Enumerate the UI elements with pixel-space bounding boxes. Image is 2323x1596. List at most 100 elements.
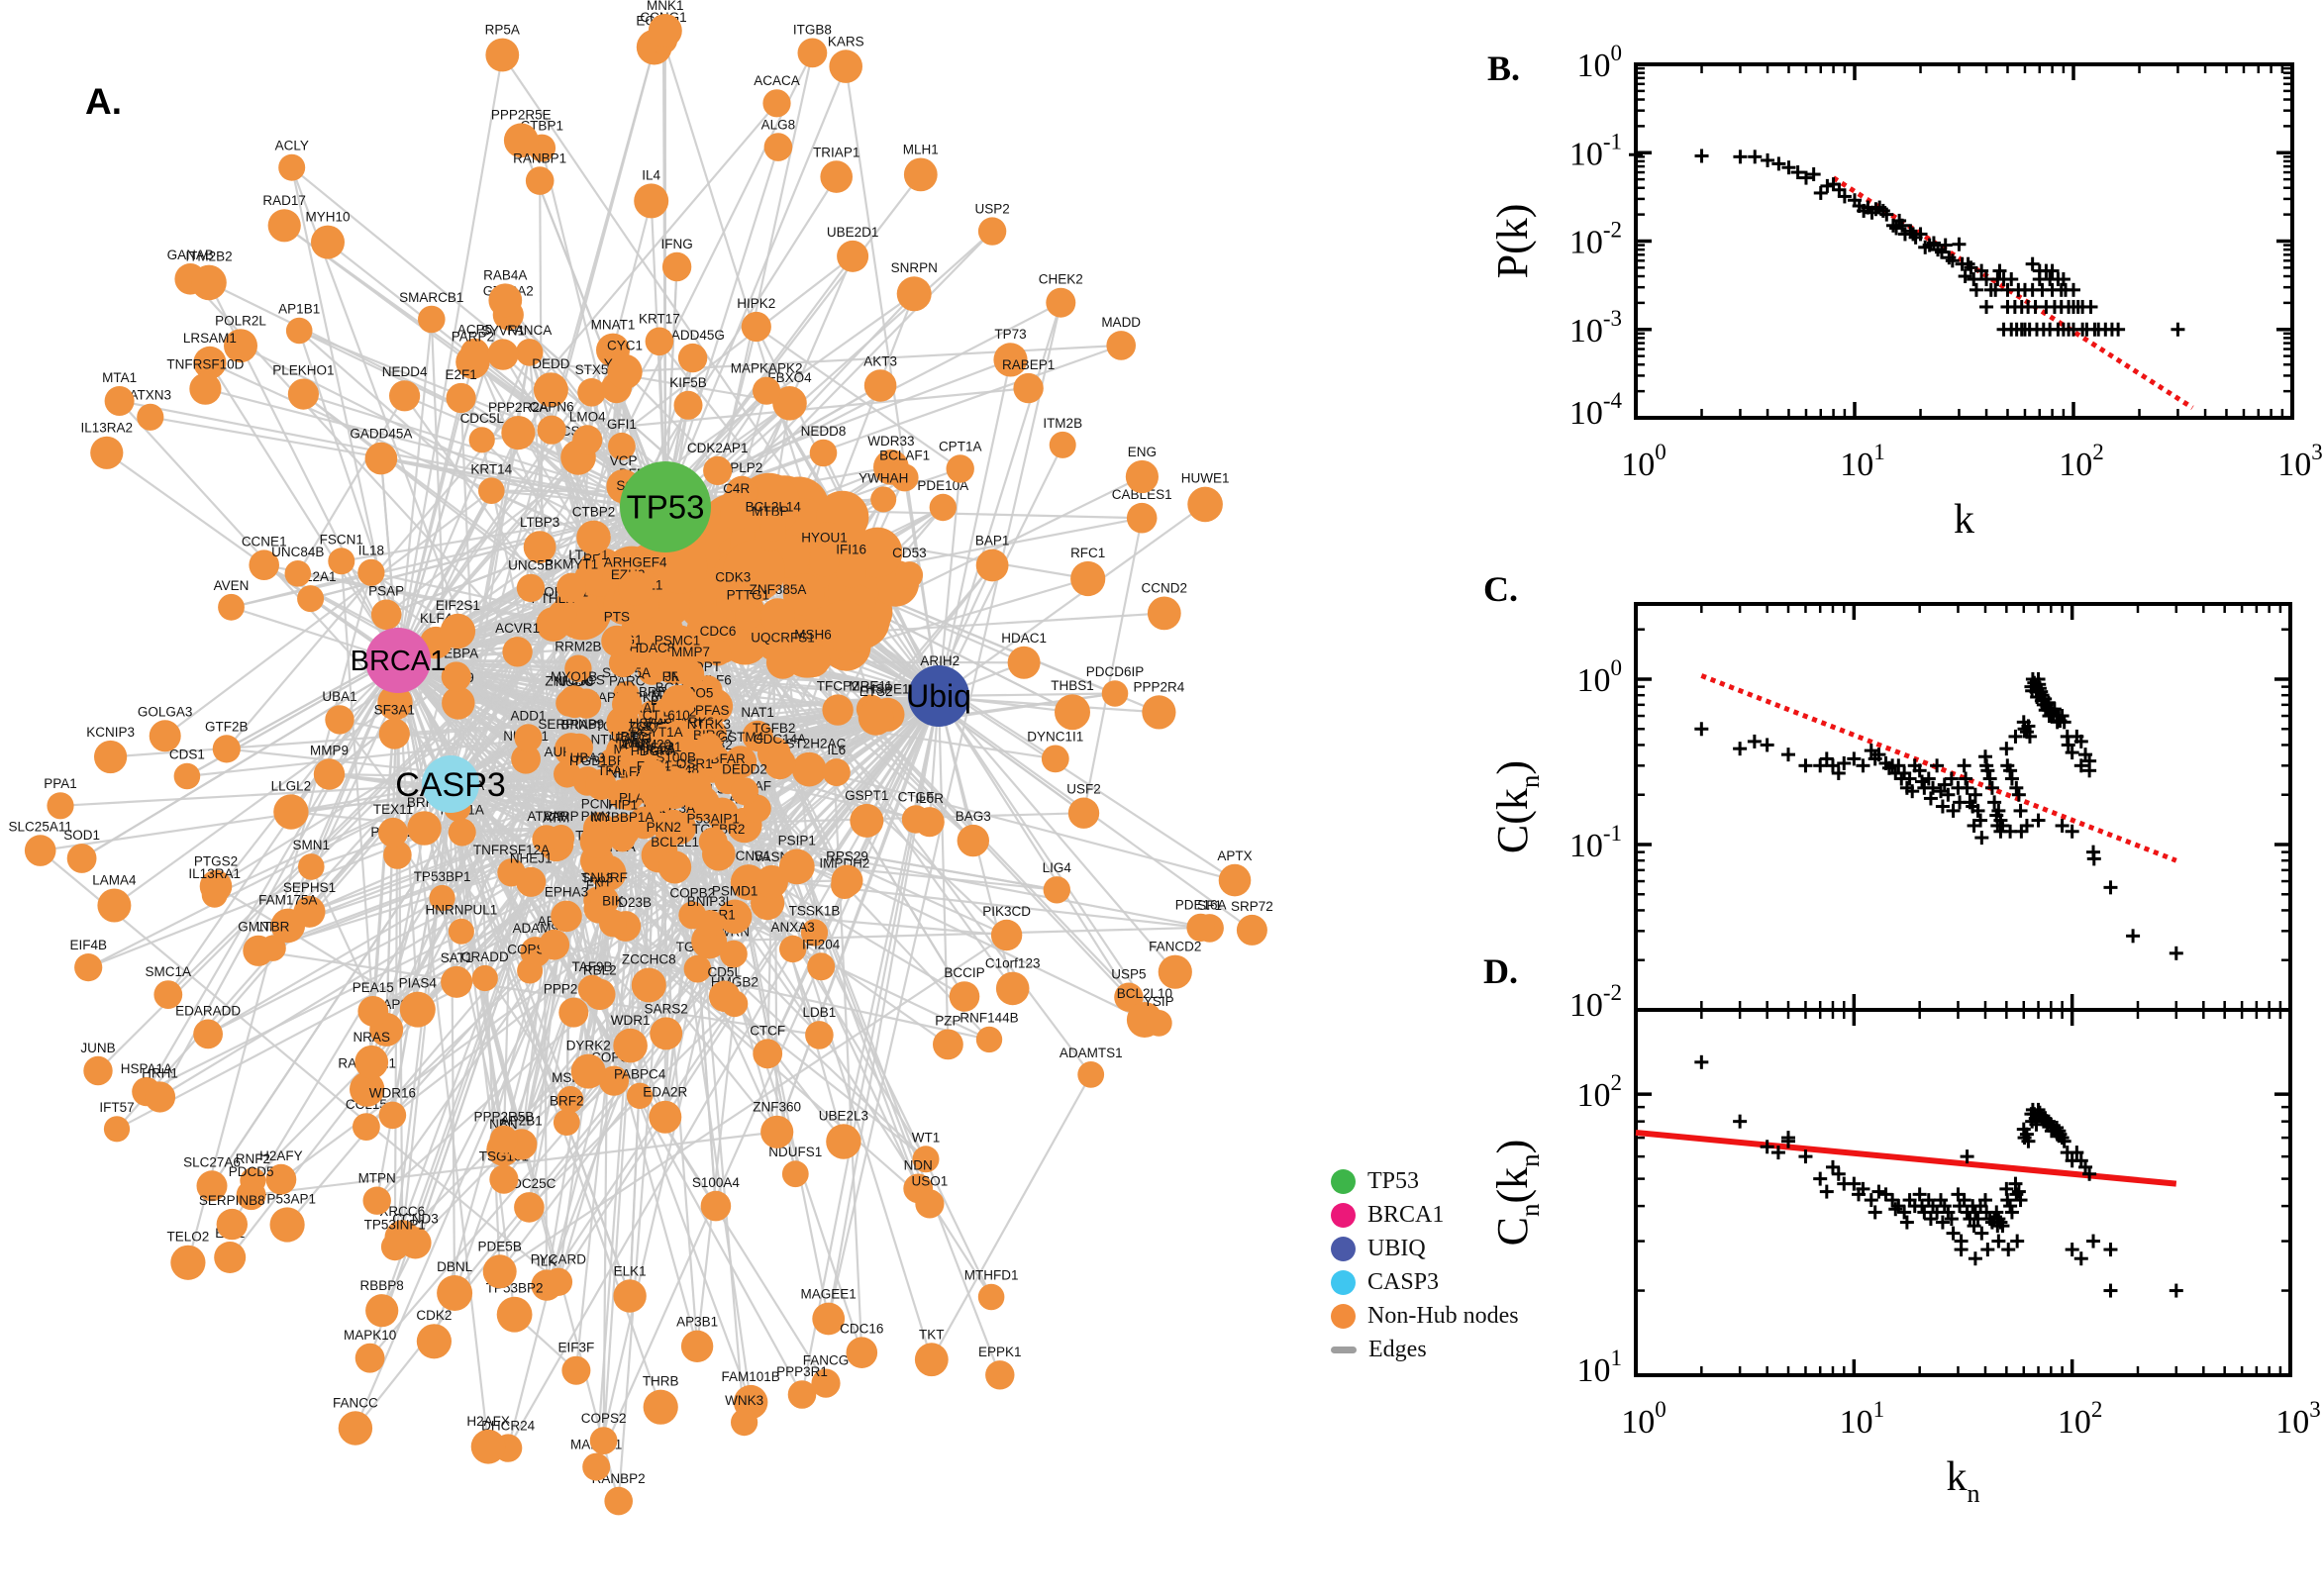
network-node (441, 965, 473, 998)
network-edge (938, 695, 1176, 973)
network-node (643, 1389, 678, 1425)
network-node (791, 751, 827, 787)
network-edge (502, 353, 790, 405)
network-node (949, 981, 980, 1012)
network-node-label: UBA1 (322, 689, 356, 704)
axis-tick-label: 100 (1621, 1397, 1666, 1441)
axis-tick-label: 101 (1840, 440, 1885, 483)
network-node-label: BCCIP (944, 965, 984, 980)
network-edge (529, 587, 594, 990)
legend-item-brca1: BRCA1 (1331, 1202, 1519, 1229)
network-node-label: SERPINB9 (538, 717, 604, 732)
axis-tick-label: 10-1 (1569, 129, 1622, 172)
axis-tick-label: 10-2 (1569, 980, 1622, 1024)
network-edge (663, 866, 676, 1118)
axis-tick-label: 103 (2275, 1397, 2321, 1441)
network-node-label: SNRPN (891, 260, 938, 275)
network-node-label: CCNB1 (726, 848, 771, 863)
network-edge (329, 772, 657, 816)
network-edge (937, 468, 961, 697)
network-node (1218, 863, 1252, 897)
network-node (514, 1192, 545, 1223)
chart-pk: 100 10-1 10-2 10-3 10-4 100 101 102 103 P(k) k (1488, 41, 2323, 543)
axis-tick-label: 100 (1621, 440, 1666, 483)
network-edge (930, 1073, 1092, 1360)
network-edge (717, 358, 1011, 472)
network-node-label: USF2 (1066, 782, 1101, 797)
axis-tick-label: 10-4 (1569, 388, 1623, 432)
network-edge (663, 65, 848, 508)
network-legend: TP53 BRCA1 UBIQ CASP3 Non-Hub nodes Edge… (1331, 1168, 1519, 1363)
legend-label: BRCA1 (1367, 1202, 1445, 1228)
network-edge (59, 782, 452, 807)
network-node (399, 991, 436, 1028)
axis-tick-label: 101 (1840, 1397, 1885, 1441)
network-node (1067, 797, 1100, 829)
network-node-label: GADD45G (660, 328, 725, 343)
network-edge (327, 241, 666, 508)
network-node (809, 439, 838, 467)
network-node-label: SMARCB1 (399, 290, 463, 305)
legend-label: TP53 (1367, 1168, 1420, 1194)
network-edge (449, 783, 516, 1315)
network-nodes: USF2CDC6COPS6BCCIPCCNB1CDK3CCND2WDR33POL… (9, 0, 1273, 1516)
legend-item-nonhub: Non-Hub nodes (1331, 1303, 1519, 1330)
network-node (1126, 502, 1158, 534)
network-edge (340, 560, 374, 1012)
network-node-label: PSAP (368, 584, 404, 599)
network-edge (691, 714, 889, 917)
network-edge (385, 828, 426, 1031)
legend-item-tp53: TP53 (1331, 1168, 1519, 1195)
network-node-label: CCNE1 (242, 534, 287, 549)
network-node (677, 343, 708, 373)
axis-tick-label: 103 (2277, 440, 2323, 483)
axis-tick-label: 100 (1577, 655, 1623, 699)
axis-tick-label: 10-1 (1569, 821, 1622, 864)
network-node (224, 329, 257, 363)
network-node-label: HIST2H2AC (772, 737, 847, 751)
legend-label: Non-Hub nodes (1367, 1303, 1519, 1329)
legend-item-edges: Edges (1331, 1337, 1519, 1363)
network-edge (556, 695, 940, 1283)
network-node (249, 549, 279, 580)
network-node-label: CDK3 (715, 570, 751, 585)
network-edge (396, 351, 531, 661)
plot-frame (1634, 1008, 2292, 1377)
network-edge (449, 783, 456, 1294)
network-node (370, 599, 402, 631)
legend-item-casp3: CASP3 (1331, 1269, 1519, 1296)
network-node-label: XRCC6 (379, 1204, 425, 1219)
casp3-swatch (1331, 1270, 1356, 1295)
network-node-label: CCND2 (1142, 581, 1188, 596)
network-node-label: POLR2L (215, 313, 266, 328)
network-edge (391, 771, 838, 1117)
network-node-label: GADD45A (350, 427, 412, 442)
network-edge (481, 387, 1029, 442)
network-node (325, 705, 354, 735)
nonhub-swatch (1331, 1304, 1356, 1329)
legend-label: CASP3 (1367, 1269, 1440, 1295)
network-node-label: CDC5L (460, 411, 505, 426)
network-node-label: CDC6 (700, 624, 737, 639)
network-edge (145, 659, 399, 1093)
fit-line (1700, 673, 2177, 863)
network-edge (396, 54, 504, 661)
axis-tick-label: 102 (1577, 1070, 1623, 1114)
panel-d-label: D. (1483, 951, 1518, 991)
axis-tick-label: 102 (2059, 440, 2104, 483)
network-edge (559, 838, 666, 1118)
plot-frame (1634, 62, 2294, 420)
network-edge (213, 659, 399, 896)
network-node (896, 276, 932, 312)
network-edge (602, 872, 610, 1442)
network-edge (937, 302, 1062, 697)
network-node-cluster (782, 573, 825, 616)
network-node-label: SMN1 (293, 838, 331, 852)
network-node-label: CABLES1 (1112, 487, 1172, 502)
network-edge (1082, 517, 1144, 814)
axis-tick-label: 100 (1577, 41, 1623, 84)
network-node (1147, 596, 1181, 631)
network-edge (393, 439, 589, 735)
network-edge (459, 651, 519, 933)
network-node-label: SAT1 (441, 950, 473, 965)
